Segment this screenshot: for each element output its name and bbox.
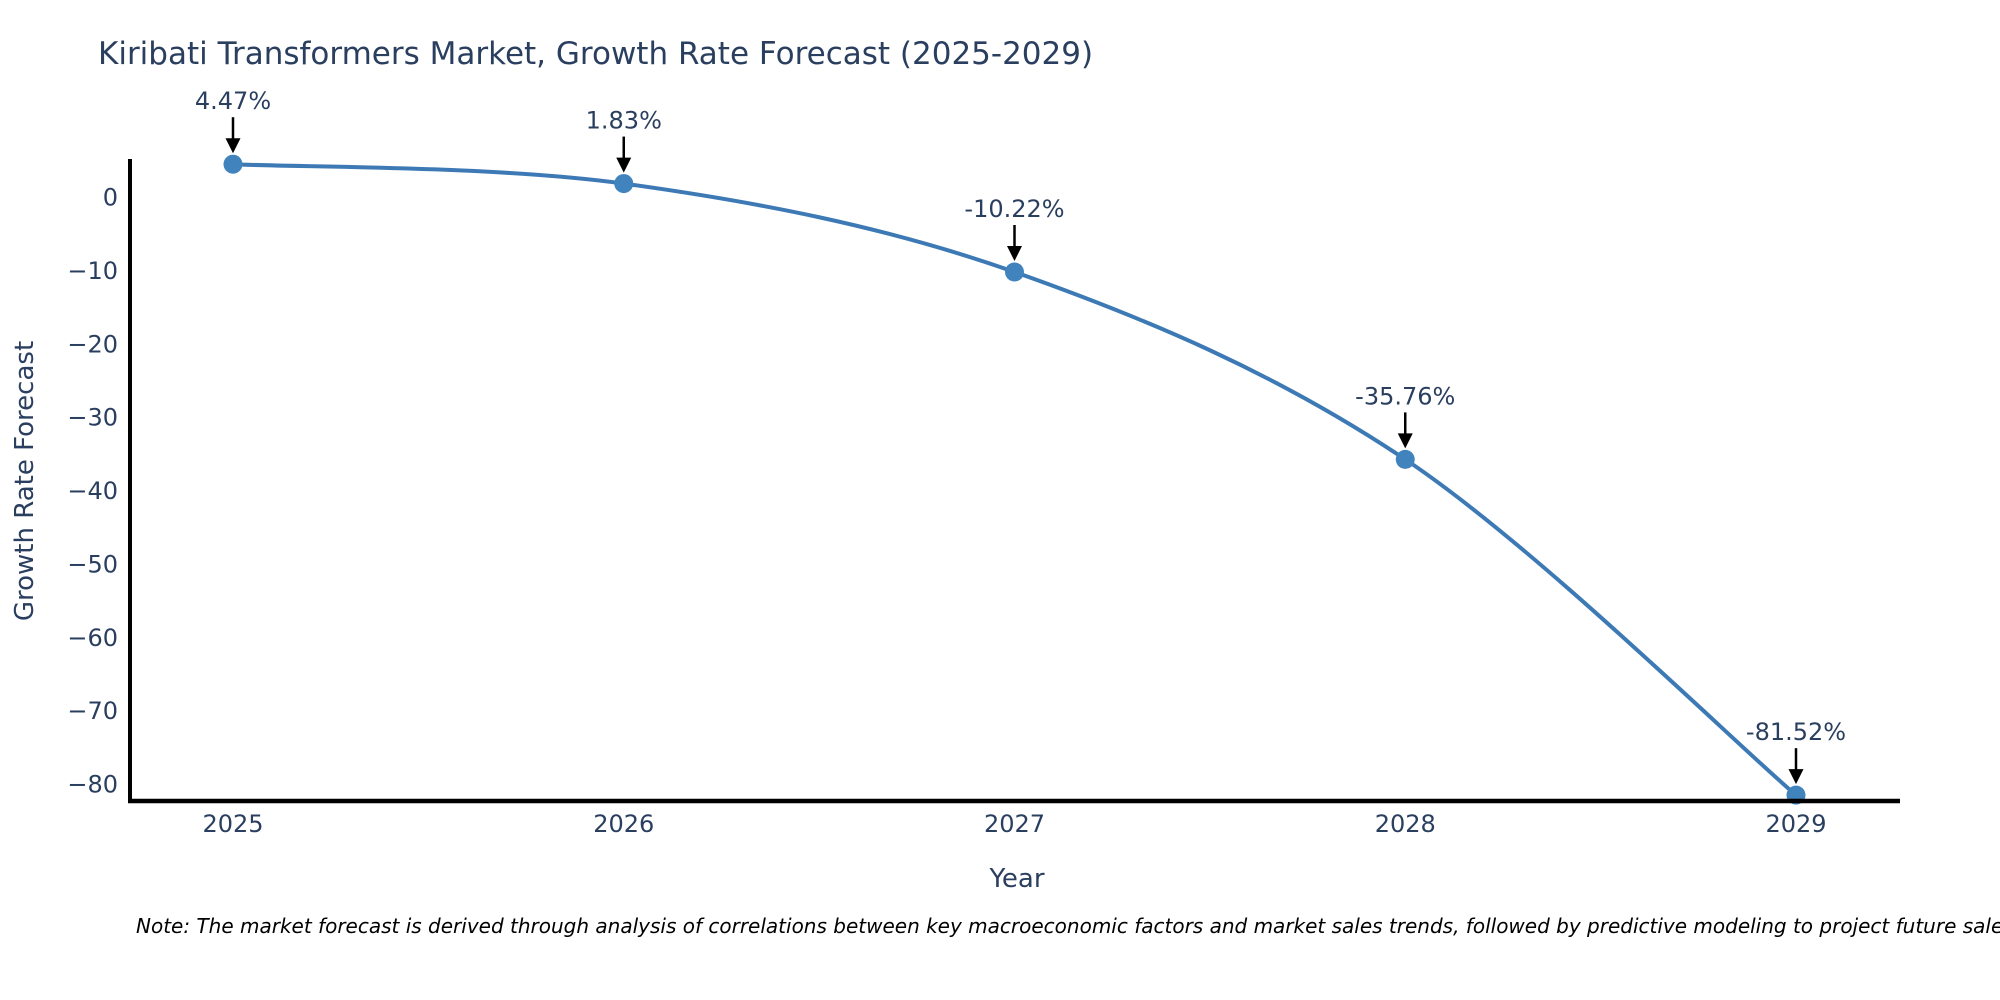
x-tick-label: 2025 bbox=[202, 810, 263, 838]
x-tick-label: 2028 bbox=[1375, 810, 1436, 838]
y-tick-label: −40 bbox=[67, 477, 118, 505]
y-tick-label: −60 bbox=[67, 624, 118, 652]
x-tick-label: 2026 bbox=[593, 810, 654, 838]
data-point-label: 4.47% bbox=[195, 87, 271, 115]
data-point-marker[interactable] bbox=[1005, 262, 1024, 282]
x-axis-title: Year bbox=[989, 864, 1045, 894]
annotation-arrowhead-icon bbox=[1788, 769, 1804, 785]
y-tick-label: 0 bbox=[103, 184, 118, 212]
data-point-label: 1.83% bbox=[586, 107, 662, 135]
chart-title: Kiribati Transformers Market, Growth Rat… bbox=[98, 36, 1094, 72]
y-tick-label: −20 bbox=[67, 330, 118, 358]
data-point-label: -35.76% bbox=[1355, 382, 1455, 410]
x-tick-label: 2027 bbox=[984, 810, 1045, 838]
data-point-label: -81.52% bbox=[1746, 718, 1846, 746]
data-point-marker[interactable] bbox=[223, 154, 243, 174]
y-tick-label: −10 bbox=[67, 257, 118, 285]
footnote: Note: The market forecast is derived thr… bbox=[136, 914, 2000, 938]
y-tick-label: −80 bbox=[67, 771, 118, 799]
annotation-arrowhead-icon bbox=[225, 138, 241, 154]
annotation-arrowhead-icon bbox=[616, 157, 632, 173]
x-tick-label: 2029 bbox=[1765, 810, 1826, 838]
trend-line bbox=[231, 162, 1798, 798]
data-point-marker[interactable] bbox=[614, 174, 634, 194]
data-point-label: -10.22% bbox=[964, 195, 1064, 223]
y-tick-label: −50 bbox=[67, 550, 118, 578]
y-axis-title: Growth Rate Forecast bbox=[10, 340, 40, 622]
annotation-arrowhead-icon bbox=[1397, 433, 1413, 449]
data-point-marker[interactable] bbox=[1395, 449, 1415, 469]
y-tick-label: −70 bbox=[67, 697, 118, 725]
annotation-arrowhead-icon bbox=[1007, 245, 1022, 261]
y-tick-label: −30 bbox=[67, 404, 118, 432]
